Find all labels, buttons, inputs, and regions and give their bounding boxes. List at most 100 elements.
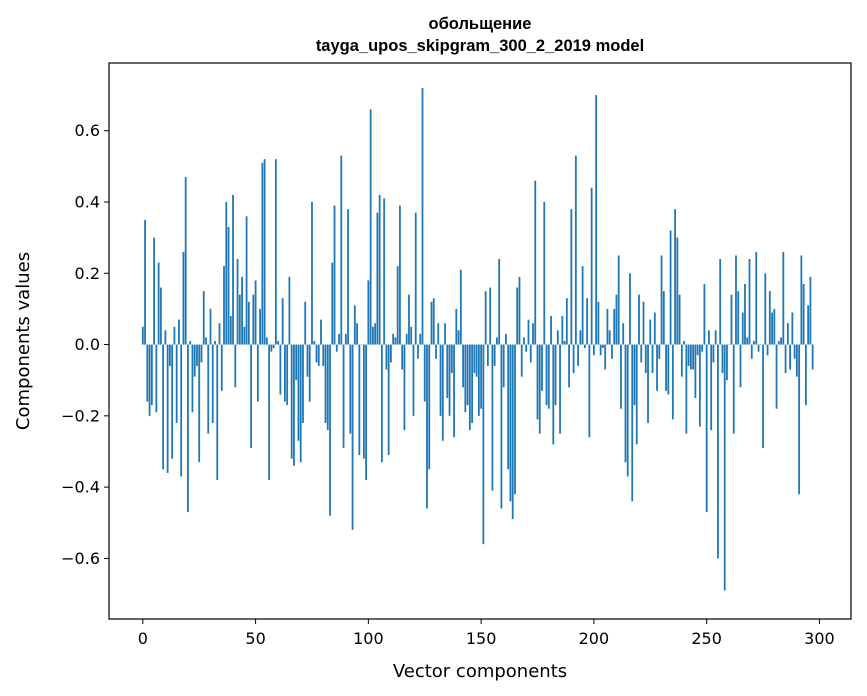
- bar: [656, 344, 658, 391]
- bar: [534, 180, 537, 345]
- bar: [376, 212, 379, 345]
- bar: [281, 298, 284, 345]
- bar: [509, 344, 512, 502]
- bar: [274, 159, 277, 345]
- bar: [216, 344, 219, 480]
- bar: [286, 344, 289, 406]
- bar: [150, 344, 153, 406]
- bar: [568, 344, 570, 388]
- x-tick-label: 0: [138, 629, 148, 648]
- bar: [141, 326, 144, 345]
- bar: [523, 337, 525, 345]
- bar: [520, 344, 523, 377]
- bar: [741, 312, 744, 345]
- bar: [191, 344, 194, 413]
- bar: [198, 344, 201, 463]
- bar: [410, 326, 413, 345]
- bar: [159, 287, 162, 345]
- bar: [428, 344, 431, 470]
- bar: [173, 326, 176, 345]
- bar: [708, 330, 710, 345]
- bar: [489, 287, 492, 345]
- bar: [403, 344, 406, 431]
- x-tick-label: 150: [466, 629, 497, 648]
- bar: [353, 305, 356, 345]
- bar: [175, 344, 178, 423]
- bar: [385, 344, 388, 370]
- bar: [196, 344, 198, 366]
- bar: [229, 316, 232, 345]
- bar: [588, 344, 591, 438]
- bar: [604, 344, 607, 370]
- bar: [538, 344, 541, 434]
- bar: [556, 330, 559, 345]
- bar: [766, 344, 769, 356]
- bar: [753, 341, 755, 345]
- bar: [547, 344, 550, 409]
- bar: [168, 344, 171, 366]
- bar: [290, 344, 293, 459]
- bar: [552, 344, 555, 445]
- bar: [692, 344, 695, 370]
- bar: [635, 344, 638, 445]
- bar: [680, 344, 683, 377]
- bar: [762, 344, 764, 448]
- bar: [356, 323, 358, 345]
- bar: [624, 344, 627, 463]
- bar: [473, 344, 476, 374]
- bar: [493, 344, 496, 366]
- bar: [701, 344, 704, 352]
- bar: [144, 219, 146, 345]
- bar: [804, 344, 807, 406]
- bar: [187, 344, 189, 513]
- bar: [611, 344, 613, 359]
- bar: [764, 273, 767, 345]
- bar: [744, 283, 746, 345]
- bar: [737, 291, 740, 345]
- bar-series: [141, 87, 814, 591]
- bar: [802, 283, 805, 345]
- bar: [369, 109, 372, 345]
- bar: [313, 341, 316, 345]
- bar: [153, 237, 155, 345]
- bar: [220, 344, 223, 391]
- bar: [412, 344, 415, 416]
- bar: [340, 155, 343, 345]
- bar: [344, 333, 347, 345]
- bar: [644, 344, 647, 374]
- bar: [798, 344, 801, 495]
- bar: [270, 344, 273, 352]
- bar: [426, 344, 428, 509]
- bar: [676, 237, 679, 345]
- bar: [705, 344, 708, 513]
- bar: [430, 301, 433, 345]
- bar: [631, 344, 634, 502]
- bar: [261, 162, 264, 345]
- bar: [800, 255, 803, 345]
- bar: [455, 308, 458, 345]
- bar: [671, 344, 674, 420]
- bar: [414, 212, 417, 345]
- bar: [768, 291, 771, 345]
- bar: [471, 344, 473, 423]
- bar: [563, 341, 566, 345]
- bar: [254, 280, 257, 345]
- bar: [579, 330, 582, 345]
- bar: [703, 283, 706, 345]
- bar: [532, 323, 534, 345]
- bar: [358, 344, 361, 456]
- bar: [311, 202, 313, 345]
- y-tick-label: 0.6: [75, 121, 100, 140]
- bar: [374, 323, 377, 345]
- bar: [615, 294, 618, 345]
- bar: [329, 344, 331, 516]
- bar: [362, 344, 365, 459]
- bar: [405, 333, 408, 345]
- bar: [807, 305, 810, 345]
- bar: [543, 202, 546, 345]
- bar: [739, 344, 742, 388]
- bar: [777, 341, 780, 345]
- y-tick-label: 0.0: [75, 335, 100, 354]
- bar: [633, 344, 636, 406]
- bar: [448, 344, 451, 416]
